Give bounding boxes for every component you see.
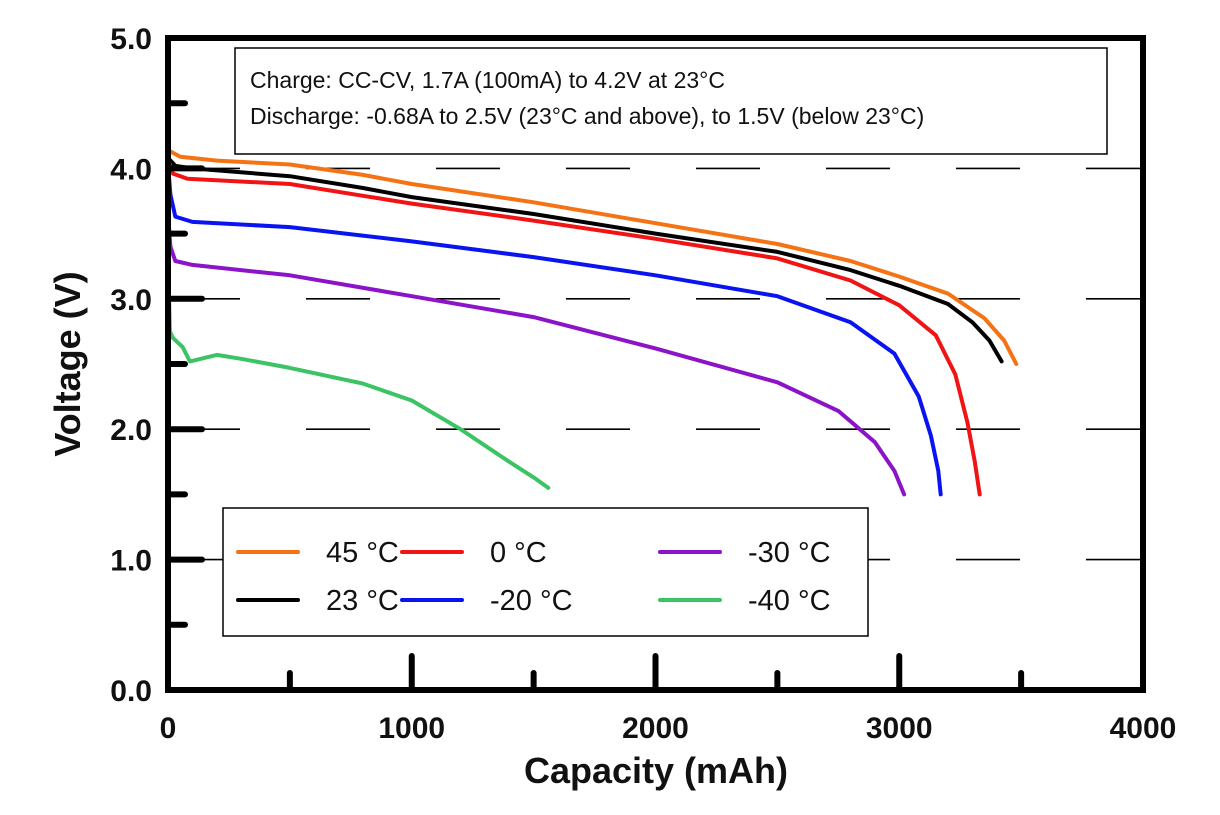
y-tick-label: 4.0: [110, 153, 152, 186]
series-line-45c: [166, 148, 1019, 366]
series-line--30c: [166, 212, 907, 497]
annotation-box: Charge: CC-CV, 1.7A (100mA) to 4.2V at 2…: [234, 47, 1108, 155]
legend-label: -20 °C: [490, 585, 573, 617]
legend-item: -40 °C: [658, 585, 831, 617]
x-tick-label: 1000: [378, 712, 445, 745]
annotation-frame: [234, 47, 1108, 155]
y-tick-label: 3.0: [110, 284, 152, 317]
legend-label: -30 °C: [748, 537, 831, 569]
y-tick-label: 0.0: [110, 675, 152, 708]
y-tick-label: 5.0: [110, 23, 152, 56]
x-tick-labels: 0 1000 2000 3000 4000: [160, 712, 1177, 745]
x-tick-label: 2000: [622, 712, 689, 745]
legend-label: 45 °C: [326, 537, 399, 569]
y-tick-label: 1.0: [110, 545, 152, 578]
x-tick-label: 3000: [866, 712, 933, 745]
legend-label: 0 °C: [490, 537, 547, 569]
x-tick-label: 4000: [1110, 712, 1177, 745]
x-axis-title: Capacity (mAh): [524, 750, 788, 791]
series-line--40c: [166, 251, 551, 490]
series-line--20c: [166, 162, 943, 497]
legend-label: -40 °C: [748, 585, 831, 617]
legend-item: 45 °C: [236, 537, 399, 569]
legend: 45 °C 0 °C -30 °C 23 °C -20 °C -40 °C: [222, 507, 869, 637]
legend-item: -20 °C: [400, 585, 573, 617]
y-tick-label: 2.0: [110, 414, 152, 447]
series-line-23c: [166, 156, 1004, 364]
grid-lines: [168, 167, 1143, 561]
annotation-line-charge: Charge: CC-CV, 1.7A (100mA) to 4.2V at 2…: [250, 67, 725, 93]
legend-item: -30 °C: [658, 537, 831, 569]
series-lines: [166, 148, 1019, 497]
legend-frame: [222, 507, 869, 637]
legend-item: 0 °C: [400, 537, 547, 569]
legend-item: 23 °C: [236, 585, 399, 617]
axis-ticks: [165, 100, 1025, 693]
y-axis-title: Voltage (V): [47, 271, 88, 456]
series-line-0c: [166, 157, 982, 497]
y-tick-labels: 0.0 1.0 2.0 3.0 4.0 5.0: [110, 23, 152, 708]
annotation-line-discharge: Discharge: -0.68A to 2.5V (23°C and abov…: [250, 103, 924, 129]
x-tick-label: 0: [160, 712, 177, 745]
legend-label: 23 °C: [326, 585, 399, 617]
